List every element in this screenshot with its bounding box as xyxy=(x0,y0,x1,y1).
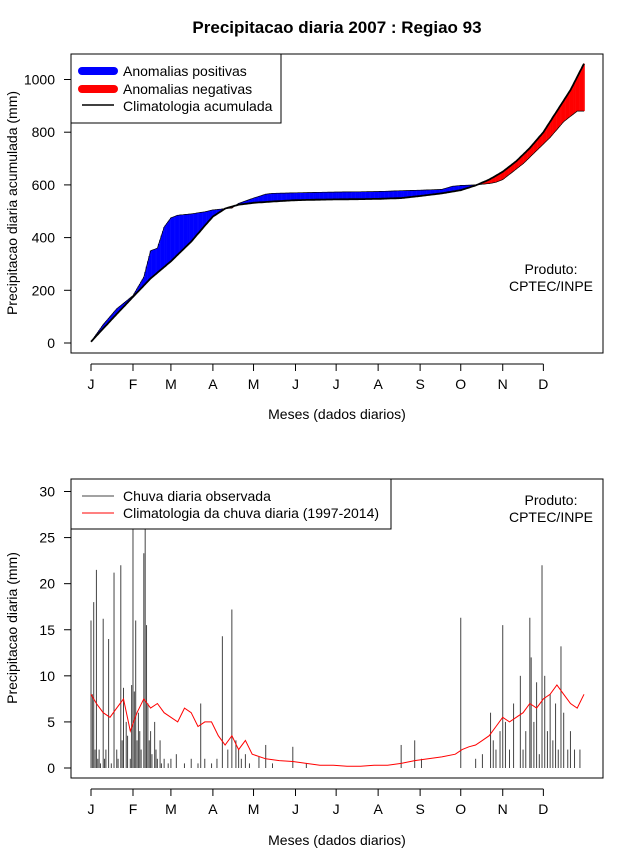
x-tick-label: S xyxy=(415,376,424,392)
y-tick-label: 200 xyxy=(32,282,56,298)
top-y-axis: 0 200 400 600 800 1000 xyxy=(24,72,72,351)
legend-label-negative: Anomalias negativas xyxy=(123,81,252,97)
top-series-lines xyxy=(90,63,585,343)
y-tick-label: 1000 xyxy=(24,72,55,88)
x-tick-label: S xyxy=(415,801,424,817)
x-tick-label: J xyxy=(292,801,299,817)
y-tick-label: 25 xyxy=(39,530,55,546)
bottom-legend: Chuva diaria observada Climatologia da c… xyxy=(70,478,392,530)
daily-climatology-line xyxy=(90,684,585,767)
climatology-cumulative-line xyxy=(90,63,585,343)
x-tick-label: F xyxy=(129,376,138,392)
x-tick-label: M xyxy=(165,801,177,817)
top-legend: Anomalias positivas Anomalias negativas … xyxy=(70,53,282,124)
y-tick-label: 400 xyxy=(32,230,56,246)
bottom-y-axis-label: Precipitacao diaria (mm) xyxy=(4,552,20,704)
top-chart: Precipitacao diaria 2007 : Regiao 93 J F M… xyxy=(4,18,604,422)
x-tick-label: M xyxy=(165,376,177,392)
x-tick-label: O xyxy=(455,376,466,392)
top-x-axis-label: Meses (dados diarios) xyxy=(268,406,406,422)
top-y-axis-label: Precipitacao diaria acumulada (mm) xyxy=(4,91,20,315)
bottom-daily-bars xyxy=(90,523,581,768)
y-tick-label: 10 xyxy=(39,668,55,684)
y-tick-label: 15 xyxy=(39,622,55,638)
x-tick-label: F xyxy=(129,801,138,817)
y-tick-label: 600 xyxy=(32,177,56,193)
x-tick-label: J xyxy=(333,376,340,392)
bottom-chart: J F M A M J J A S O N D 0 5 10 15 20 25 30 Meses (dados d… xyxy=(4,478,604,848)
y-tick-label: 800 xyxy=(32,124,56,140)
legend-label-climatology: Climatologia acumulada xyxy=(123,98,273,114)
x-tick-label: A xyxy=(373,376,383,392)
x-tick-label: M xyxy=(248,801,260,817)
x-tick-label: J xyxy=(88,376,95,392)
x-tick-label: D xyxy=(538,376,548,392)
top-credit-line-2: CPTEC/INPE xyxy=(509,278,593,294)
bottom-x-axis-label: Meses (dados diarios) xyxy=(268,832,406,848)
x-tick-label: J xyxy=(292,376,299,392)
bottom-legend-box xyxy=(70,478,392,530)
y-tick-label: 5 xyxy=(47,714,55,730)
observed-cumulative-line xyxy=(90,110,584,342)
y-tick-label: 30 xyxy=(39,484,55,500)
bottom-credit-line-1: Produto: xyxy=(525,492,578,508)
y-tick-label: 0 xyxy=(47,335,55,351)
x-tick-label: M xyxy=(248,376,260,392)
x-tick-label: A xyxy=(208,801,218,817)
x-tick-label: J xyxy=(88,801,95,817)
bottom-y-axis: 0 5 10 15 20 25 30 xyxy=(39,484,72,776)
legend-label-daily-climatology: Climatologia da chuva diaria (1997-2014) xyxy=(123,505,379,521)
x-tick-label: J xyxy=(333,801,340,817)
x-tick-label: D xyxy=(538,801,548,817)
y-tick-label: 0 xyxy=(47,760,55,776)
x-tick-label: A xyxy=(373,801,383,817)
x-tick-label: N xyxy=(498,376,508,392)
y-tick-label: 20 xyxy=(39,576,55,592)
x-tick-label: A xyxy=(208,376,218,392)
legend-label-observed: Chuva diaria observada xyxy=(123,488,271,504)
chart-title: Precipitacao diaria 2007 : Regiao 93 xyxy=(192,18,481,37)
x-tick-label: N xyxy=(498,801,508,817)
bottom-credit-line-2: CPTEC/INPE xyxy=(509,509,593,525)
bottom-climatology-line xyxy=(90,684,585,767)
legend-label-positive: Anomalias positivas xyxy=(123,63,247,79)
top-credit-line-1: Produto: xyxy=(525,261,578,277)
x-tick-label: O xyxy=(455,801,466,817)
